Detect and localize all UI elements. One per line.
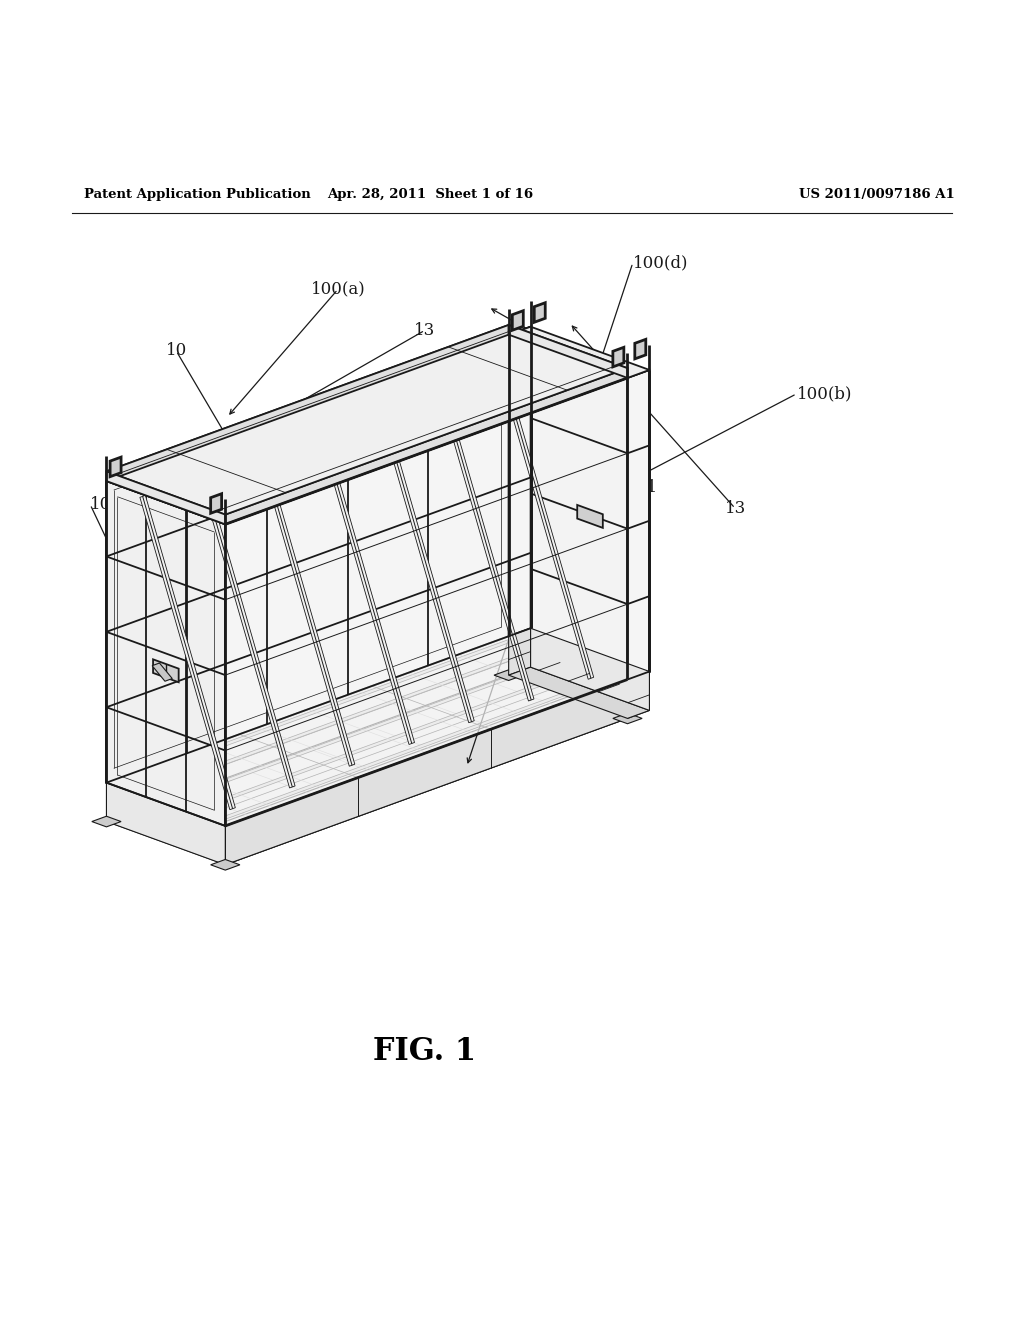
Polygon shape [106, 675, 628, 865]
Polygon shape [106, 480, 225, 826]
Polygon shape [509, 335, 628, 680]
Text: Apr. 28, 2011  Sheet 1 of 16: Apr. 28, 2011 Sheet 1 of 16 [327, 187, 534, 201]
Polygon shape [509, 667, 649, 718]
Polygon shape [106, 325, 628, 515]
Polygon shape [535, 302, 545, 322]
Polygon shape [140, 495, 236, 809]
Polygon shape [379, 408, 474, 723]
Text: US 2011/0097186 A1: US 2011/0097186 A1 [799, 187, 954, 201]
Text: 100(c): 100(c) [90, 496, 144, 513]
Polygon shape [635, 339, 646, 359]
Polygon shape [92, 816, 121, 826]
Text: 13: 13 [415, 322, 435, 339]
Text: 10: 10 [166, 342, 186, 359]
Polygon shape [628, 370, 649, 680]
Polygon shape [106, 325, 509, 480]
Polygon shape [499, 364, 594, 680]
Text: 11: 11 [637, 479, 657, 496]
Polygon shape [211, 859, 240, 870]
Polygon shape [111, 457, 121, 477]
Polygon shape [613, 713, 642, 723]
Text: 10: 10 [599, 367, 620, 384]
Polygon shape [509, 628, 530, 675]
Polygon shape [225, 378, 628, 826]
Polygon shape [530, 628, 649, 710]
Polygon shape [259, 451, 354, 766]
Polygon shape [136, 647, 543, 795]
Polygon shape [186, 665, 593, 813]
Polygon shape [578, 506, 603, 528]
Text: 13: 13 [725, 500, 745, 517]
Polygon shape [494, 669, 523, 681]
Polygon shape [153, 663, 172, 681]
Polygon shape [111, 638, 518, 785]
Polygon shape [106, 335, 509, 783]
Polygon shape [162, 656, 568, 804]
Polygon shape [613, 347, 624, 367]
Text: 100(b): 100(b) [797, 385, 852, 403]
Polygon shape [512, 310, 523, 330]
Text: 100(a): 100(a) [310, 281, 366, 298]
Polygon shape [106, 636, 628, 826]
Polygon shape [319, 430, 415, 744]
Text: 12: 12 [156, 611, 176, 627]
Polygon shape [509, 326, 649, 378]
Polygon shape [225, 368, 628, 524]
Polygon shape [106, 783, 225, 865]
Text: Patent Application Publication: Patent Application Publication [84, 187, 310, 201]
Polygon shape [628, 672, 649, 718]
Text: FIG. 1: FIG. 1 [374, 1036, 476, 1067]
Polygon shape [211, 494, 221, 513]
Polygon shape [200, 474, 295, 788]
Polygon shape [153, 659, 178, 682]
Polygon shape [509, 325, 628, 378]
Polygon shape [509, 326, 530, 636]
Polygon shape [225, 680, 628, 865]
Polygon shape [438, 387, 534, 701]
Polygon shape [212, 675, 618, 822]
Polygon shape [106, 335, 628, 524]
Polygon shape [106, 471, 225, 524]
Text: 100(d): 100(d) [633, 255, 688, 271]
